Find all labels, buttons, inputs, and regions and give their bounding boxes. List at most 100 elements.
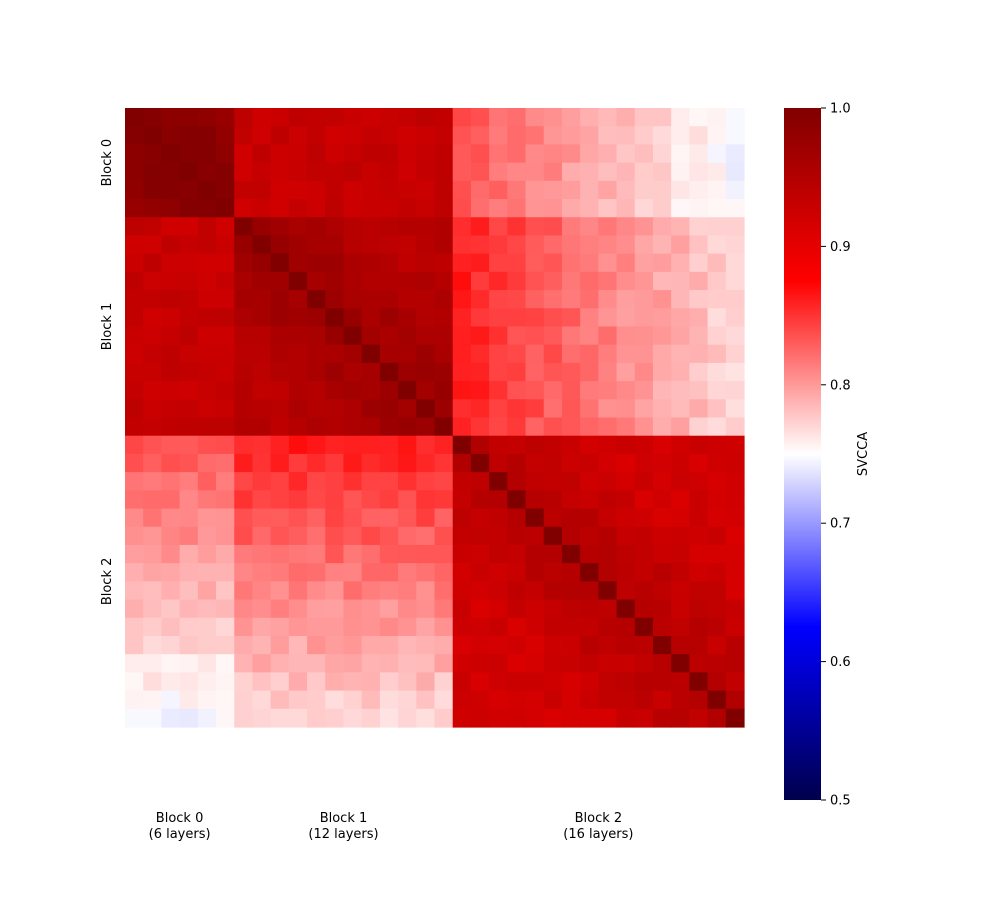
heatmap-cell (161, 617, 181, 637)
heatmap-cell (307, 435, 326, 455)
heatmap-cell (343, 417, 363, 437)
heatmap-cell (525, 253, 545, 273)
heatmap-cell (161, 508, 181, 528)
heatmap-cell (234, 472, 254, 491)
heatmap-cell (580, 599, 599, 619)
heatmap-cell (470, 672, 490, 692)
heatmap-cell (470, 563, 490, 582)
heatmap-cell (125, 490, 144, 510)
heatmap-cell (525, 381, 545, 400)
heatmap-cell (288, 690, 308, 710)
heatmap-cell (216, 399, 235, 419)
heatmap-cell (270, 271, 290, 291)
heatmap-cell (270, 508, 290, 528)
heatmap-cell (416, 654, 436, 673)
heatmap-cell (161, 690, 181, 710)
heatmap-cell (234, 308, 254, 328)
heatmap-cell (288, 144, 308, 164)
heatmap-cell (671, 399, 690, 419)
heatmap-cell (689, 180, 709, 200)
heatmap-cell (416, 617, 436, 637)
heatmap-cell (689, 308, 709, 328)
heatmap-cell (125, 344, 144, 364)
heatmap-cell (489, 199, 508, 218)
heatmap-cell (179, 617, 199, 637)
heatmap-cell (689, 417, 709, 437)
heatmap-cell (252, 599, 272, 619)
heatmap-cell (398, 217, 417, 237)
heatmap-cell (416, 126, 436, 146)
heatmap-cell (725, 235, 745, 255)
heatmap-cell (507, 472, 527, 491)
heatmap-cell (707, 435, 727, 455)
heatmap-cell (125, 508, 144, 528)
heatmap-cell (288, 672, 308, 692)
heatmap-cell (525, 217, 545, 237)
heatmap-cell (725, 399, 745, 419)
heatmap-cell (197, 308, 217, 328)
heatmap-cell (543, 381, 563, 400)
heatmap-cell (598, 381, 618, 400)
heatmap-cell (598, 180, 618, 200)
heatmap-cell (270, 672, 290, 692)
heatmap-cell (725, 544, 745, 564)
heatmap-cell (725, 617, 745, 637)
heatmap-cell (179, 490, 199, 510)
heatmap-cell (125, 654, 144, 673)
heatmap-cell (325, 344, 345, 364)
heatmap-cell (725, 308, 745, 328)
heatmap-cell (470, 308, 490, 328)
heatmap-cell (598, 435, 618, 455)
heatmap-cell (234, 508, 254, 528)
heatmap-cell (179, 526, 199, 546)
heatmap-cell (707, 344, 727, 364)
heatmap-cell (671, 290, 690, 309)
heatmap-cell (507, 126, 527, 146)
heatmap-cell (216, 271, 235, 291)
heatmap-cell (179, 399, 199, 419)
heatmap-cell (689, 526, 709, 546)
heatmap-cell (161, 581, 181, 601)
heatmap-cell (671, 435, 690, 455)
heatmap-cell (179, 235, 199, 255)
heatmap-cell (125, 180, 144, 200)
heatmap-cell (307, 581, 326, 601)
heatmap-cell (434, 672, 454, 692)
heatmap-cell (161, 417, 181, 437)
heatmap-cell (543, 344, 563, 364)
heatmap-cell (689, 144, 709, 164)
heatmap-cell (197, 708, 217, 728)
heatmap-cell (234, 526, 254, 546)
heatmap-cell (270, 235, 290, 255)
heatmap-cell (270, 599, 290, 619)
heatmap-cell (343, 599, 363, 619)
heatmap-cell (543, 162, 563, 182)
heatmap-cell (197, 144, 217, 164)
heatmap-cell (725, 381, 745, 400)
heatmap-cell (398, 399, 417, 419)
heatmap-cell (452, 526, 472, 546)
heatmap-cell (634, 217, 654, 237)
heatmap-cell (161, 435, 181, 455)
heatmap-cell (325, 253, 345, 273)
heatmap-cell (489, 381, 508, 400)
heatmap-cell (270, 544, 290, 564)
heatmap-cell (343, 162, 363, 182)
heatmap-cell (161, 108, 181, 127)
heatmap-cell (197, 563, 217, 582)
heatmap-cell (234, 108, 254, 127)
heatmap-cell (161, 672, 181, 692)
heatmap-cell (707, 271, 727, 291)
heatmap-cell (616, 290, 636, 309)
heatmap-cell (671, 672, 690, 692)
heatmap-cell (725, 326, 745, 346)
heatmap-cell (489, 326, 508, 346)
heatmap-cell (543, 253, 563, 273)
heatmap-cell (325, 381, 345, 400)
heatmap-cell (361, 508, 381, 528)
heatmap-cell (398, 581, 417, 601)
heatmap-cell (598, 581, 618, 601)
heatmap-cell (652, 490, 672, 510)
heatmap-cell (325, 162, 345, 182)
heatmap-cell (507, 381, 527, 400)
